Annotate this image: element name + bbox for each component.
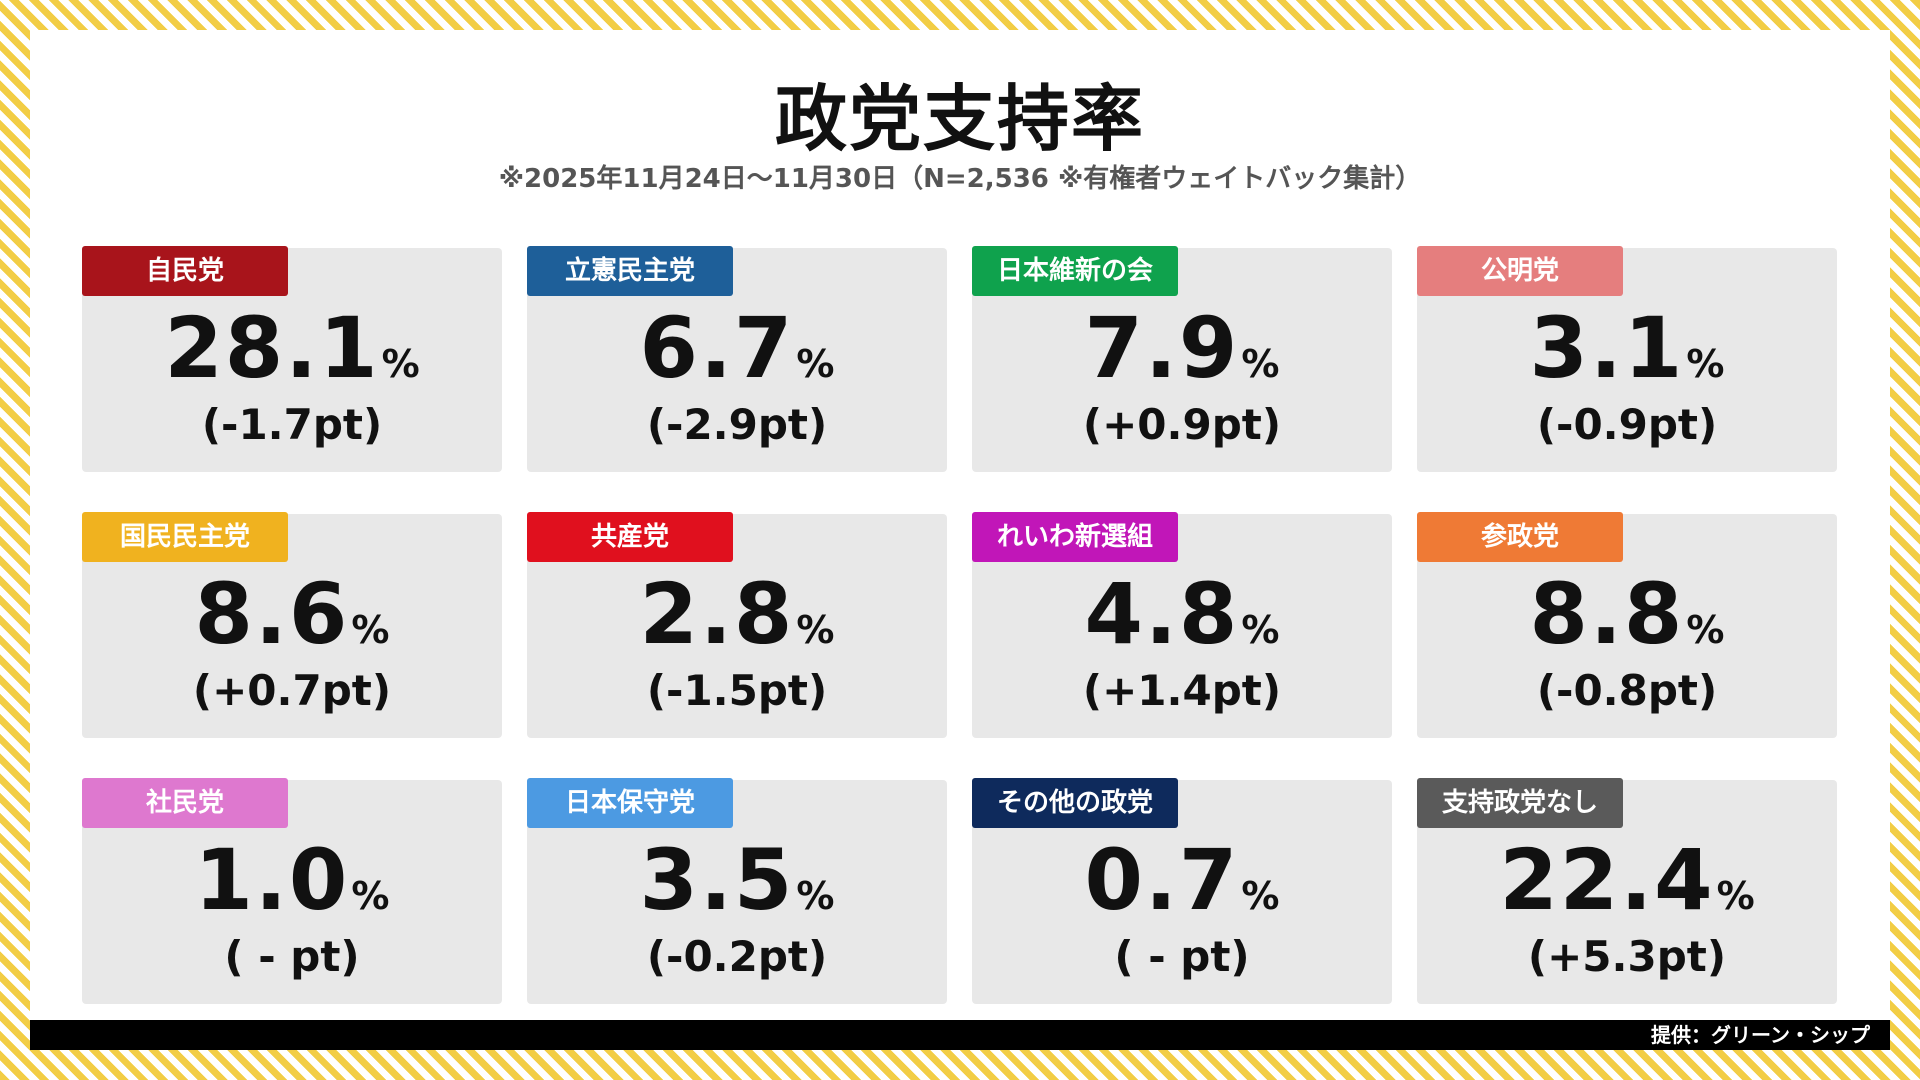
support-rate-number: 1.0 [194, 831, 350, 929]
credit-text: 提供：グリーン・シップ [1651, 1023, 1870, 1047]
survey-subtitle: ※2025年11月24日～11月30日（N=2,536 ※有権者ウェイトバック集… [498, 164, 1422, 194]
percent-unit: % [1241, 342, 1280, 386]
party-label: 自民党 [82, 246, 288, 296]
support-rate-number: 0.7 [1084, 831, 1240, 929]
party-card: 日本維新の会 7.9% (+0.9pt) [972, 246, 1392, 472]
party-label: 社民党 [82, 778, 288, 828]
support-rate: 3.5% [527, 838, 947, 922]
change-points: (-2.9pt) [646, 400, 828, 449]
support-rate: 1.0% [82, 838, 502, 922]
support-rate: 6.7% [527, 306, 947, 390]
support-rate: 8.8% [1417, 572, 1837, 656]
support-rate: 22.4% [1417, 838, 1837, 922]
change-points: (+0.9pt) [1082, 400, 1282, 449]
support-rate: 7.9% [972, 306, 1392, 390]
change-points: (-0.2pt) [646, 932, 828, 981]
party-card: 日本保守党 3.5% (-0.2pt) [527, 778, 947, 1004]
party-label: その他の政党 [972, 778, 1178, 828]
change-points: (-0.9pt) [1536, 400, 1718, 449]
party-card: 国民民主党 8.6% (+0.7pt) [82, 512, 502, 738]
party-card: れいわ新選組 4.8% (+1.4pt) [972, 512, 1392, 738]
percent-unit: % [381, 342, 420, 386]
change-points: (+5.3pt) [1527, 932, 1727, 981]
support-rate-number: 22.4 [1499, 831, 1715, 929]
support-rate-number: 2.8 [639, 565, 795, 663]
percent-unit: % [796, 874, 835, 918]
party-label: 公明党 [1417, 246, 1623, 296]
percent-unit: % [351, 608, 390, 652]
party-card: 自民党 28.1% (-1.7pt) [82, 246, 502, 472]
party-label: 日本保守党 [527, 778, 733, 828]
support-rate: 28.1% [82, 306, 502, 390]
party-card: 公明党 3.1% (-0.9pt) [1417, 246, 1837, 472]
percent-unit: % [796, 608, 835, 652]
support-rate-number: 8.6 [194, 565, 350, 663]
support-rate: 8.6% [82, 572, 502, 656]
percent-unit: % [1241, 874, 1280, 918]
change-points: ( - pt) [1114, 932, 1250, 981]
change-points: (-1.5pt) [646, 666, 828, 715]
change-points: ( - pt) [224, 932, 360, 981]
percent-unit: % [1241, 608, 1280, 652]
support-rate-number: 3.5 [639, 831, 795, 929]
support-rate: 3.1% [1417, 306, 1837, 390]
footer-bar: 提供：グリーン・シップ [30, 1020, 1890, 1050]
change-points: (-0.8pt) [1536, 666, 1718, 715]
support-rate: 0.7% [972, 838, 1392, 922]
percent-unit: % [1716, 874, 1755, 918]
party-label: 立憲民主党 [527, 246, 733, 296]
party-card: 支持政党なし 22.4% (+5.3pt) [1417, 778, 1837, 1004]
page-title: 政党支持率 [774, 77, 1145, 161]
party-label: 参政党 [1417, 512, 1623, 562]
support-rate-number: 28.1 [164, 299, 380, 397]
support-rate-number: 8.8 [1529, 565, 1685, 663]
change-points: (+1.4pt) [1082, 666, 1282, 715]
support-rate: 4.8% [972, 572, 1392, 656]
party-card: 社民党 1.0%( - pt) [82, 778, 502, 1004]
percent-unit: % [1686, 608, 1725, 652]
party-card: 参政党 8.8% (-0.8pt) [1417, 512, 1837, 738]
party-label: 国民民主党 [82, 512, 288, 562]
percent-unit: % [796, 342, 835, 386]
change-points: (-1.7pt) [201, 400, 383, 449]
percent-unit: % [351, 874, 390, 918]
support-rate-number: 4.8 [1084, 565, 1240, 663]
party-label: 支持政党なし [1417, 778, 1623, 828]
party-label: 日本維新の会 [972, 246, 1178, 296]
support-rate-number: 3.1 [1529, 299, 1685, 397]
support-rate-number: 7.9 [1084, 299, 1240, 397]
support-rate-number: 6.7 [639, 299, 795, 397]
support-rate: 2.8% [527, 572, 947, 656]
party-label: 共産党 [527, 512, 733, 562]
party-card: その他の政党 0.7%( - pt) [972, 778, 1392, 1004]
change-points: (+0.7pt) [192, 666, 392, 715]
percent-unit: % [1686, 342, 1725, 386]
party-card: 立憲民主党 6.7% (-2.9pt) [527, 246, 947, 472]
party-card: 共産党 2.8% (-1.5pt) [527, 512, 947, 738]
party-label: れいわ新選組 [972, 512, 1178, 562]
